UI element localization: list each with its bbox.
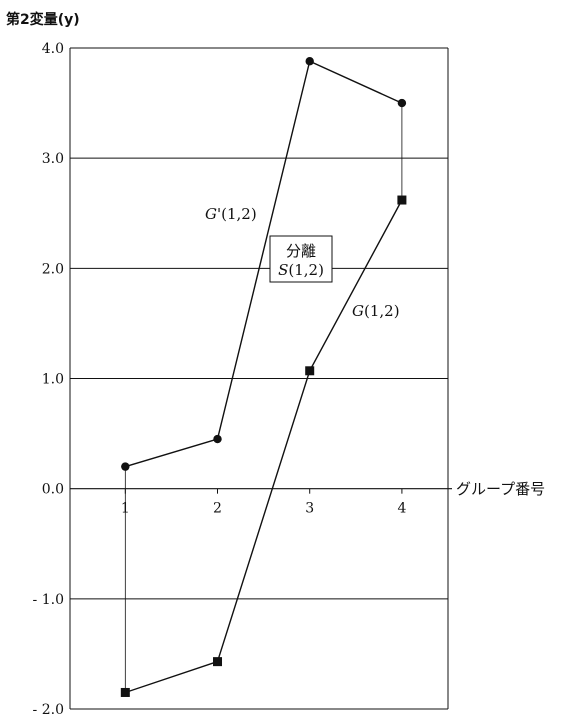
series-line-1	[125, 199, 403, 694]
x-tick-label: 3	[305, 501, 314, 517]
series-label-g-prime: G'(1,2)	[205, 205, 257, 223]
separation-label-line1: 分離	[286, 242, 316, 260]
x-tick-label: 1	[121, 501, 130, 517]
grid-layer	[69, 47, 452, 710]
separation-label-italic: S	[278, 261, 288, 279]
series-label-g-rest: (1,2)	[364, 302, 400, 320]
data-point-circle	[213, 434, 222, 444]
data-point-circle	[397, 98, 407, 108]
x-tick-label: 4	[397, 501, 406, 517]
data-point-square	[397, 195, 407, 205]
series-label-g: G(1,2)	[352, 302, 400, 320]
series-line-0	[125, 60, 403, 468]
connector-layer	[124, 103, 403, 693]
data-point-square	[120, 687, 130, 697]
y-tick-label: - 1.0	[33, 592, 64, 608]
separation-label-line2: S(1,2)	[278, 261, 324, 279]
series-label-g-prime-italic: G	[205, 205, 217, 223]
y-tick-label: - 2.0	[33, 702, 64, 716]
y-tick-label: 2.0	[42, 261, 64, 277]
y-tick-label: 3.0	[42, 151, 64, 167]
data-point-circle	[121, 462, 130, 471]
data-point-circle	[305, 57, 314, 66]
x-tick-label: 2	[213, 501, 222, 517]
x-axis-title: グループ番号	[456, 480, 545, 498]
tick-layer: 4.0 3.0 2.0 1.0 0.0 - 1.0 - 2.0 1 2 3 4	[33, 41, 407, 716]
series-label-g-prime-rest: '(1,2)	[217, 205, 257, 223]
y-tick-label: 1.0	[42, 372, 64, 388]
separation-annotation: 分離 S(1,2)	[269, 235, 333, 283]
separation-box	[269, 235, 333, 283]
y-axis-title: 第2変量(y)	[6, 11, 80, 28]
y-tick-label: 0.0	[42, 482, 64, 498]
data-point-square	[305, 366, 315, 376]
data-point-square	[213, 657, 223, 667]
series-label-g-italic: G	[352, 302, 364, 320]
series-layer	[125, 60, 403, 694]
marker-layer	[120, 57, 407, 697]
y-tick-label: 4.0	[42, 41, 64, 57]
separation-label-rest: (1,2)	[288, 261, 324, 279]
